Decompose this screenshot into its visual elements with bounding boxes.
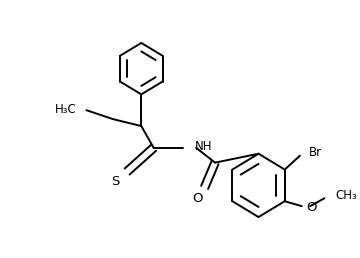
Text: CH₃: CH₃ — [336, 189, 357, 202]
Text: S: S — [111, 175, 119, 188]
Text: H₃C: H₃C — [55, 103, 77, 116]
Text: O: O — [306, 201, 317, 214]
Text: Br: Br — [309, 146, 323, 159]
Text: O: O — [192, 192, 202, 205]
Text: NH: NH — [195, 140, 213, 153]
